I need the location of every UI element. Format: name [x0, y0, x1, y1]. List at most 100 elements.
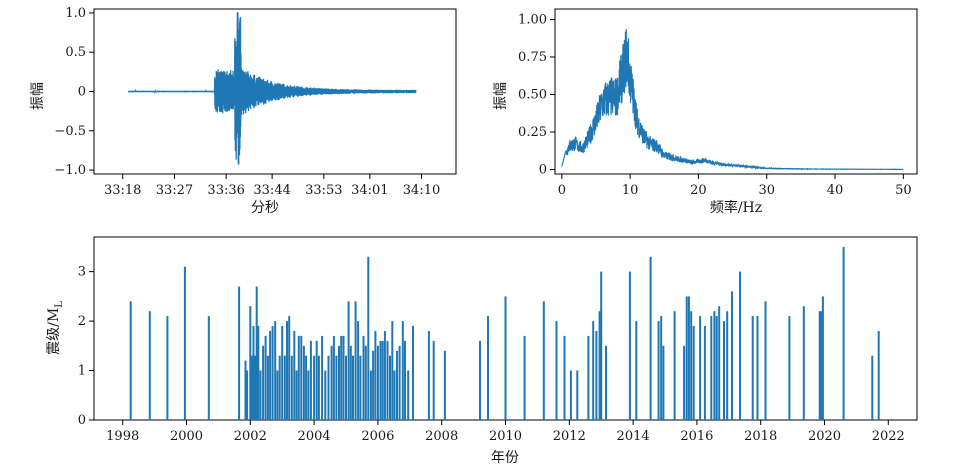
magnitude-bar [249, 306, 252, 420]
magnitude-bar [374, 331, 377, 420]
waveform-x-ticks: 33:18 33:27 33:36 33:44 33:53 34:01 34:10 [104, 174, 440, 198]
spectrum-y-axis-label: 振幅 [493, 82, 509, 110]
magnitude-bar [587, 335, 590, 420]
magnitude-y-tick-label: 0 [78, 413, 86, 428]
magnitude-bar [271, 326, 274, 420]
magnitude-bar [692, 326, 695, 420]
spectrum-y-tick-label: 0.50 [518, 88, 547, 103]
waveform-y-tick-label: 0 [78, 85, 86, 100]
magnitude-bar [687, 296, 690, 420]
waveform-x-tick-label: 34:10 [403, 183, 440, 198]
magnitude-bar [703, 326, 706, 420]
magnitude-bar [300, 335, 303, 420]
spectrum-line [561, 28, 904, 171]
magnitude-bar [266, 355, 269, 420]
magnitude-bar [718, 306, 721, 420]
magnitude-bar [364, 345, 367, 420]
magnitude-bar [563, 335, 566, 420]
spectrum-x-tick-label: 10 [622, 183, 639, 198]
magnitude-bar [739, 271, 741, 420]
magnitude-bar [349, 345, 352, 420]
magnitude-bar [542, 301, 545, 420]
magnitude-bar [713, 311, 716, 420]
magnitude-bar [391, 321, 394, 420]
magnitude-bar [264, 335, 267, 420]
waveform-x-tick-label: 34:01 [351, 183, 388, 198]
waveform-y-axis-label: 振幅 [30, 82, 46, 110]
magnitude-bar [321, 335, 324, 420]
magnitude-bar [259, 370, 262, 420]
magnitude-bar [315, 340, 318, 420]
magnitude-bar [504, 296, 507, 420]
magnitude-y-axis-label-main: 震级/M [46, 308, 62, 355]
magnitude-x-tick-label: 2014 [617, 429, 650, 444]
magnitude-bar [246, 370, 249, 420]
magnitude-bar [383, 331, 386, 420]
magnitude-bar [479, 340, 481, 420]
magnitude-bar [244, 360, 247, 420]
waveform-line [127, 12, 417, 165]
waveform-x-tick-label: 33:36 [207, 183, 244, 198]
spectrum-x-tick-label: 20 [690, 183, 707, 198]
magnitude-bar [313, 355, 316, 420]
waveform-x-tick-label: 33:27 [156, 183, 193, 198]
waveform-y-tick-label: 1.0 [65, 6, 86, 21]
magnitude-bar [401, 321, 404, 420]
magnitude-bar [302, 345, 305, 420]
magnitude-bar [820, 311, 823, 420]
magnitude-bar [726, 311, 729, 420]
magnitude-bar [129, 301, 132, 420]
waveform-x-tick-label: 33:53 [305, 183, 342, 198]
waveform-series [127, 12, 417, 165]
magnitude-bar [324, 370, 327, 420]
magnitude-x-tick-label: 2010 [489, 429, 522, 444]
magnitude-x-axis-label: 年份 [491, 450, 519, 466]
spectrum-x-axis-label: 频率/Hz [710, 199, 762, 216]
magnitude-bar [372, 350, 375, 420]
magnitude-bar [487, 316, 489, 420]
spectrum-y-tick-label: 1.00 [518, 13, 547, 28]
magnitude-bar [404, 340, 406, 420]
magnitude-bar [598, 311, 601, 420]
magnitude-bar [788, 316, 791, 420]
magnitude-bar [309, 340, 312, 420]
magnitude-bar [443, 350, 446, 420]
magnitude-bar [148, 311, 151, 420]
magnitude-x-tick-label: 2008 [425, 429, 458, 444]
magnitude-bar [254, 355, 257, 420]
magnitude-bar [715, 316, 718, 420]
spectrum-y-ticks: 1.00 0.75 0.50 0.25 0 [518, 13, 555, 178]
magnitude-bar [340, 335, 343, 420]
magnitude-bar [393, 370, 396, 420]
magnitude-bar [335, 355, 338, 420]
spectrum-x-tick-label: 0 [558, 183, 566, 198]
magnitude-bar [376, 345, 379, 420]
magnitude-bar [576, 370, 579, 420]
magnitude-bar [877, 331, 880, 420]
magnitude-bar [262, 345, 265, 420]
magnitude-bar [412, 326, 414, 420]
magnitude-bar [818, 311, 821, 420]
magnitude-bar [286, 321, 288, 420]
magnitude-x-tick-label: 2016 [680, 429, 713, 444]
magnitude-x-tick-label: 2002 [234, 429, 267, 444]
magnitude-y-tick-label: 3 [78, 265, 86, 280]
magnitude-bar [207, 316, 210, 420]
magnitude-bar [683, 345, 686, 420]
magnitude-bar [842, 246, 845, 420]
magnitude-bar [276, 370, 279, 420]
magnitude-bar [317, 355, 320, 420]
magnitude-bar [359, 355, 362, 420]
magnitude-bar [523, 335, 526, 420]
waveform-x-tick-label: 33:18 [104, 183, 141, 198]
magnitude-y-ticks: 3 2 1 0 [78, 265, 94, 428]
magnitude-bar [255, 286, 258, 420]
spectrum-y-tick-label: 0.25 [518, 125, 547, 140]
spectrum-y-tick-label: 0 [539, 163, 547, 178]
magnitude-bar [362, 335, 365, 420]
magnitude-x-tick-label: 1998 [106, 429, 139, 444]
magnitude-bar [354, 301, 357, 420]
spectrum-x-tick-label: 40 [827, 183, 844, 198]
waveform-x-axis-label: 分秒 [251, 200, 279, 216]
spectrum-x-tick-label: 50 [895, 183, 912, 198]
